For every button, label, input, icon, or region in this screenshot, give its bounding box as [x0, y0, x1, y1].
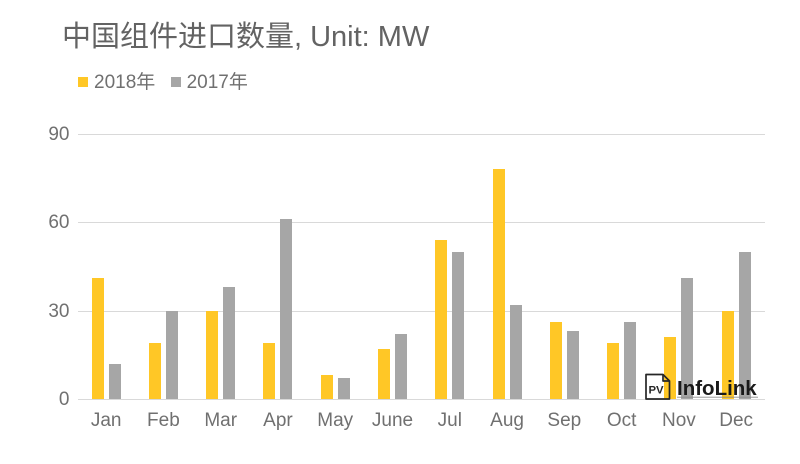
svg-text:PV: PV — [649, 385, 665, 397]
svg-text:InfoLink: InfoLink — [677, 377, 757, 400]
